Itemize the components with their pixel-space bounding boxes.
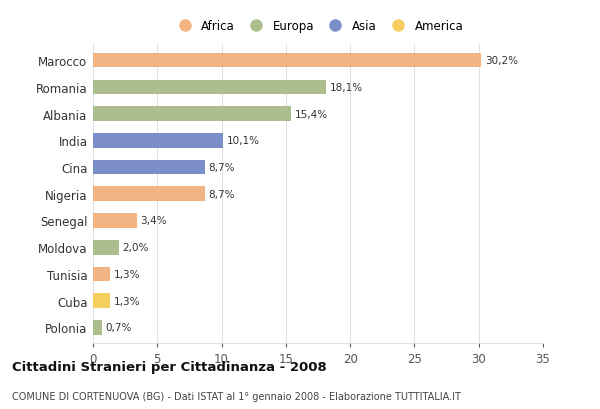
Text: COMUNE DI CORTENUOVA (BG) - Dati ISTAT al 1° gennaio 2008 - Elaborazione TUTTITA: COMUNE DI CORTENUOVA (BG) - Dati ISTAT a…: [12, 391, 461, 401]
Bar: [93, 294, 110, 308]
Text: 18,1%: 18,1%: [329, 83, 362, 92]
Bar: [93, 134, 223, 148]
Text: Cittadini Stranieri per Cittadinanza - 2008: Cittadini Stranieri per Cittadinanza - 2…: [12, 360, 327, 373]
Legend: Africa, Europa, Asia, America: Africa, Europa, Asia, America: [169, 16, 467, 36]
Bar: [93, 107, 291, 121]
Text: 10,1%: 10,1%: [227, 136, 260, 146]
Text: 3,4%: 3,4%: [140, 216, 167, 226]
Bar: [93, 187, 205, 202]
Bar: [93, 240, 119, 255]
Text: 2,0%: 2,0%: [122, 243, 149, 253]
Bar: [93, 80, 326, 95]
Text: 8,7%: 8,7%: [209, 189, 235, 199]
Bar: [93, 267, 110, 281]
Bar: [93, 160, 205, 175]
Text: 1,3%: 1,3%: [113, 269, 140, 279]
Text: 15,4%: 15,4%: [295, 109, 328, 119]
Text: 1,3%: 1,3%: [113, 296, 140, 306]
Text: 8,7%: 8,7%: [209, 163, 235, 173]
Bar: [93, 320, 102, 335]
Text: 0,7%: 0,7%: [106, 323, 132, 333]
Bar: [93, 213, 137, 228]
Bar: [93, 54, 481, 68]
Text: 30,2%: 30,2%: [485, 56, 518, 66]
